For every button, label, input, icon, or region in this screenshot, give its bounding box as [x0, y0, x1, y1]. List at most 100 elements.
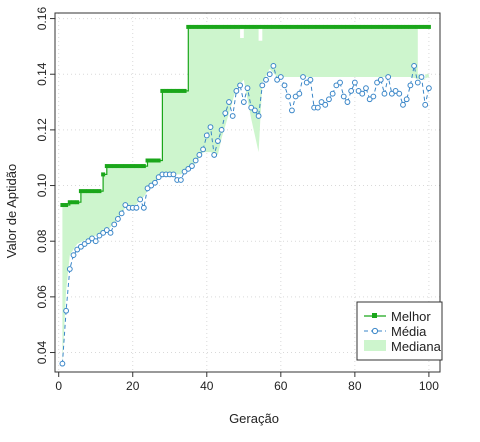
best-point — [182, 88, 187, 93]
mean-point — [240, 99, 247, 105]
best-point — [408, 24, 413, 29]
mean-point — [200, 146, 206, 153]
best-point — [308, 24, 313, 29]
median-band — [62, 26, 429, 364]
best-point — [382, 24, 387, 29]
best-point — [204, 24, 209, 29]
mean-point — [425, 85, 432, 92]
best-point — [323, 24, 328, 29]
mean-point — [274, 76, 281, 83]
legend-mean-marker — [371, 327, 379, 335]
mean-point — [233, 88, 240, 94]
best-point — [293, 24, 298, 29]
best-point — [341, 24, 346, 29]
best-point — [164, 88, 169, 93]
best-point — [397, 24, 402, 29]
mean-point — [366, 96, 373, 103]
best-point — [93, 189, 98, 194]
mean-point — [329, 90, 336, 97]
best-point — [178, 88, 183, 93]
mean-point — [207, 124, 214, 131]
best-point — [175, 88, 180, 93]
best-point — [326, 24, 331, 29]
mean-point — [59, 360, 66, 367]
mean-point — [314, 104, 321, 111]
y-tick-label: 0.06 — [35, 285, 49, 309]
best-point — [64, 203, 69, 208]
mean-point — [255, 113, 262, 119]
best-point — [197, 24, 202, 29]
mean-point — [81, 241, 88, 247]
mean-point — [100, 229, 107, 236]
mean-point — [414, 79, 421, 86]
best-point — [286, 24, 291, 29]
mean-point — [289, 107, 295, 114]
x-tick-label: 20 — [126, 379, 140, 393]
mean-point — [229, 113, 236, 119]
plot-frame — [54, 12, 441, 373]
mean-point — [266, 71, 273, 78]
best-point — [123, 164, 128, 169]
best-point — [345, 24, 350, 29]
best-point — [101, 172, 106, 177]
best-point — [304, 24, 309, 29]
mean-point — [370, 93, 377, 100]
mean-point — [359, 90, 366, 97]
mean-point — [355, 88, 362, 94]
mean-point — [248, 104, 255, 111]
best-point — [315, 24, 320, 29]
best-point — [415, 24, 420, 29]
best-point — [260, 24, 265, 29]
mean-point — [115, 216, 121, 222]
mean-point — [277, 74, 284, 80]
best-point — [230, 24, 235, 29]
mean-point — [252, 107, 258, 114]
best-point — [289, 24, 294, 29]
mean-point — [137, 196, 144, 203]
mean-point — [222, 110, 229, 117]
best-series — [60, 24, 431, 208]
mean-point — [322, 101, 329, 108]
mean-point — [74, 246, 81, 253]
best-point — [271, 24, 276, 29]
mean-point — [374, 79, 380, 86]
mean-point — [333, 82, 340, 89]
best-point — [186, 24, 191, 29]
mean-point — [70, 252, 77, 259]
best-point — [426, 24, 431, 29]
best-point — [97, 189, 102, 194]
y-tick-label: 0.14 — [35, 62, 49, 86]
mean-point — [189, 163, 195, 169]
mean-point — [122, 202, 129, 208]
mean-point — [422, 101, 429, 108]
mean-point — [344, 99, 351, 105]
mean-point — [292, 93, 299, 100]
best-point — [86, 189, 91, 194]
best-point — [386, 24, 391, 29]
best-point — [256, 24, 261, 29]
best-point — [119, 164, 124, 169]
best-point — [349, 24, 354, 29]
legend-median-label: Mediana — [391, 339, 442, 354]
best-point — [193, 24, 198, 29]
mean-point — [192, 157, 199, 164]
best-point — [400, 24, 405, 29]
mean-point — [281, 82, 288, 89]
best-point — [297, 24, 302, 29]
mean-line — [61, 64, 430, 364]
best-point — [112, 164, 117, 169]
best-point — [282, 24, 287, 29]
mean-point — [107, 229, 114, 236]
mean-point — [63, 307, 70, 314]
best-point — [167, 88, 172, 93]
best-point — [312, 24, 317, 29]
mean-point — [326, 96, 332, 103]
best-point — [223, 24, 228, 29]
mean-point — [118, 210, 125, 217]
best-point — [108, 164, 113, 169]
legend-median-swatch — [364, 340, 386, 351]
best-point — [127, 164, 132, 169]
mean-point — [111, 221, 118, 228]
mean-point — [96, 232, 103, 239]
